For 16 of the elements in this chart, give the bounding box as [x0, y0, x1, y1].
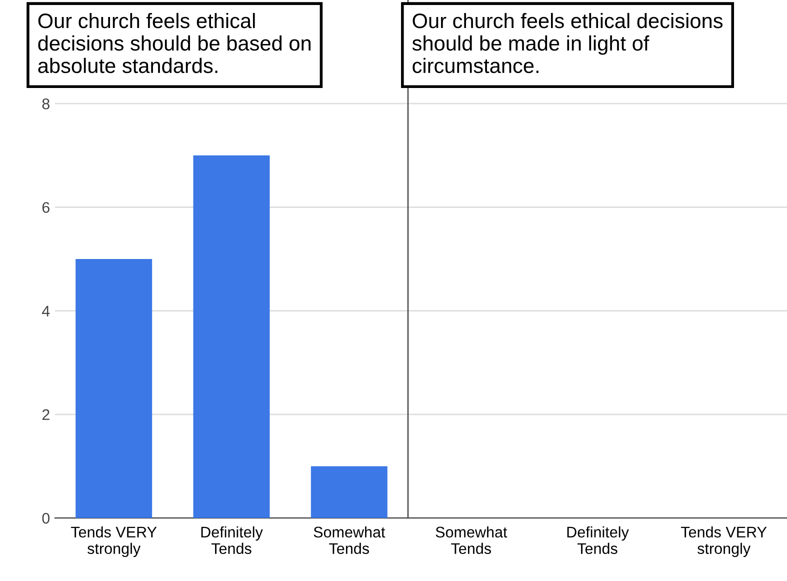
bar: [76, 259, 152, 518]
y-tick-label: 4: [42, 306, 50, 316]
y-tick-label: 6: [42, 202, 50, 213]
x-tick-label: Tends VERY strongly: [681, 526, 767, 558]
y-tick-label: 0: [42, 512, 50, 524]
x-tick-label: Somewhat Tends: [436, 526, 508, 554]
x-tick-label: Somewhat Tends: [314, 526, 386, 554]
y-tick-label: 2: [42, 409, 50, 420]
bar: [310, 466, 388, 518]
x-tick-label: Definitely Tends: [201, 526, 263, 554]
bar: [193, 155, 270, 518]
x-tick-label: Tends VERY strongly: [71, 526, 157, 558]
annotation: Our church feels ethical decisions should be based on absolute standards.: [38, 12, 311, 74]
annotation: Our church feels ethical decisions should be made in light of circumstance.: [412, 12, 723, 74]
x-tick-label: Definitely Tends: [567, 526, 629, 554]
y-tick-label: 8: [42, 98, 50, 110]
